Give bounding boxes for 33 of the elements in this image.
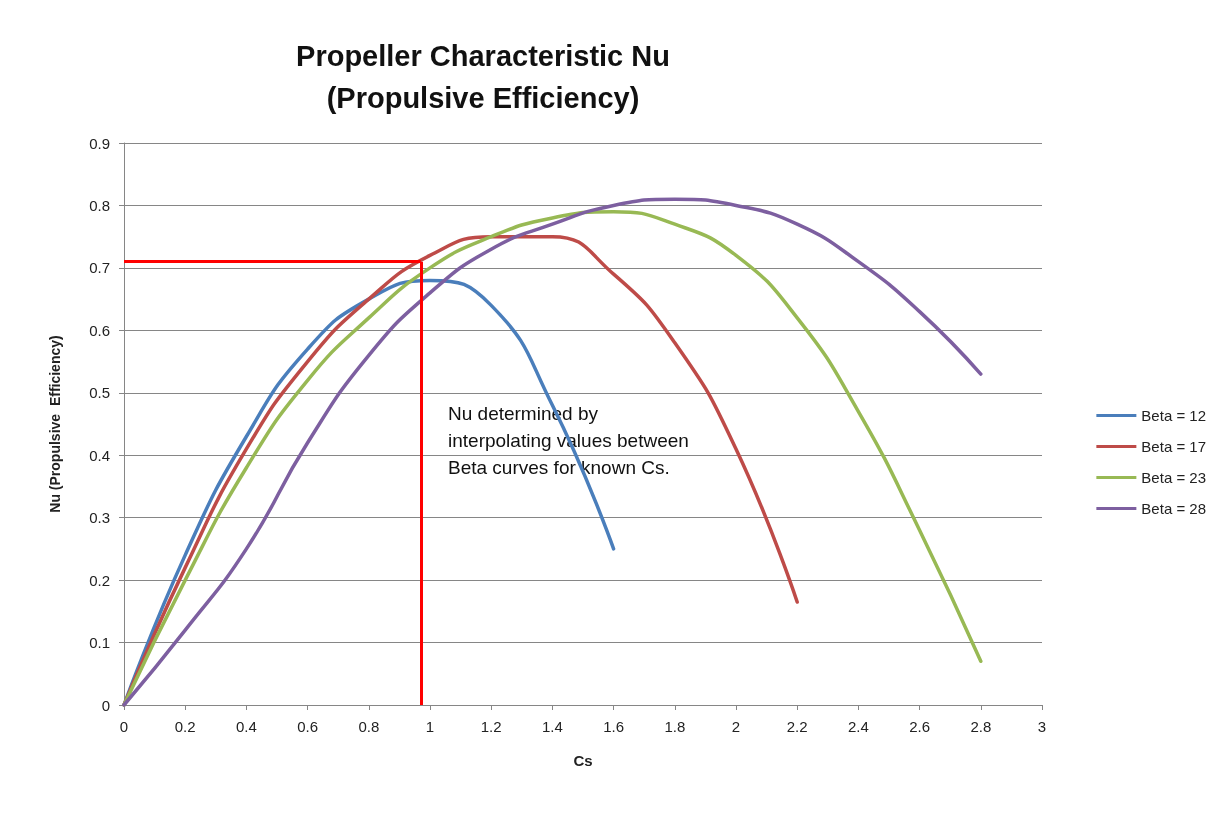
x-tick-label: 2.4 xyxy=(847,718,869,735)
x-tick-label: 0.2 xyxy=(174,718,196,735)
y-tick-label: 0 xyxy=(101,696,110,714)
y-tick-label: 0.5 xyxy=(89,384,110,402)
y-tick-label: 0.3 xyxy=(89,509,110,527)
x-tick-label: 1.4 xyxy=(541,718,563,735)
x-tick-label: 2.8 xyxy=(970,718,992,735)
x-tick-label: 1.2 xyxy=(480,718,502,735)
y-tick-label: 0.8 xyxy=(89,196,110,214)
x-tick-label: 0.6 xyxy=(297,718,319,735)
y-tick-label: 0.2 xyxy=(89,571,110,589)
y-tick-label: 0.1 xyxy=(89,634,110,652)
x-tick-label: 1 xyxy=(425,718,435,735)
y-tick-label: 0.6 xyxy=(89,321,110,339)
x-tick-label: 1.8 xyxy=(664,718,686,735)
x-tick-label: 2 xyxy=(731,718,741,735)
legend-label: Beta = 23 xyxy=(1141,469,1206,486)
y-tick-label: 0.7 xyxy=(89,259,110,277)
y-tick-label: 0.9 xyxy=(89,134,110,152)
x-tick-label: 0.8 xyxy=(358,718,380,735)
x-tick-label: 2.6 xyxy=(909,718,931,735)
legend-label: Beta = 28 xyxy=(1141,500,1206,517)
legend-label: Beta = 17 xyxy=(1141,438,1206,455)
x-tick-label: 0 xyxy=(119,718,129,735)
x-axis-title: Cs xyxy=(573,752,593,769)
y-tick-label: 0.4 xyxy=(89,446,110,464)
legend-label: Beta = 12 xyxy=(1141,407,1206,424)
x-tick-label: 3 xyxy=(1037,718,1047,735)
x-tick-label: 0.4 xyxy=(235,718,257,735)
chart-title: Propeller Characteristic Nu (Propulsive Efficiency) xyxy=(296,40,670,114)
y-axis-title: Nu (Propulsive Efficiency) xyxy=(47,335,63,513)
x-tick-label: 1.6 xyxy=(603,718,625,735)
x-tick-label: 2.2 xyxy=(786,718,808,735)
